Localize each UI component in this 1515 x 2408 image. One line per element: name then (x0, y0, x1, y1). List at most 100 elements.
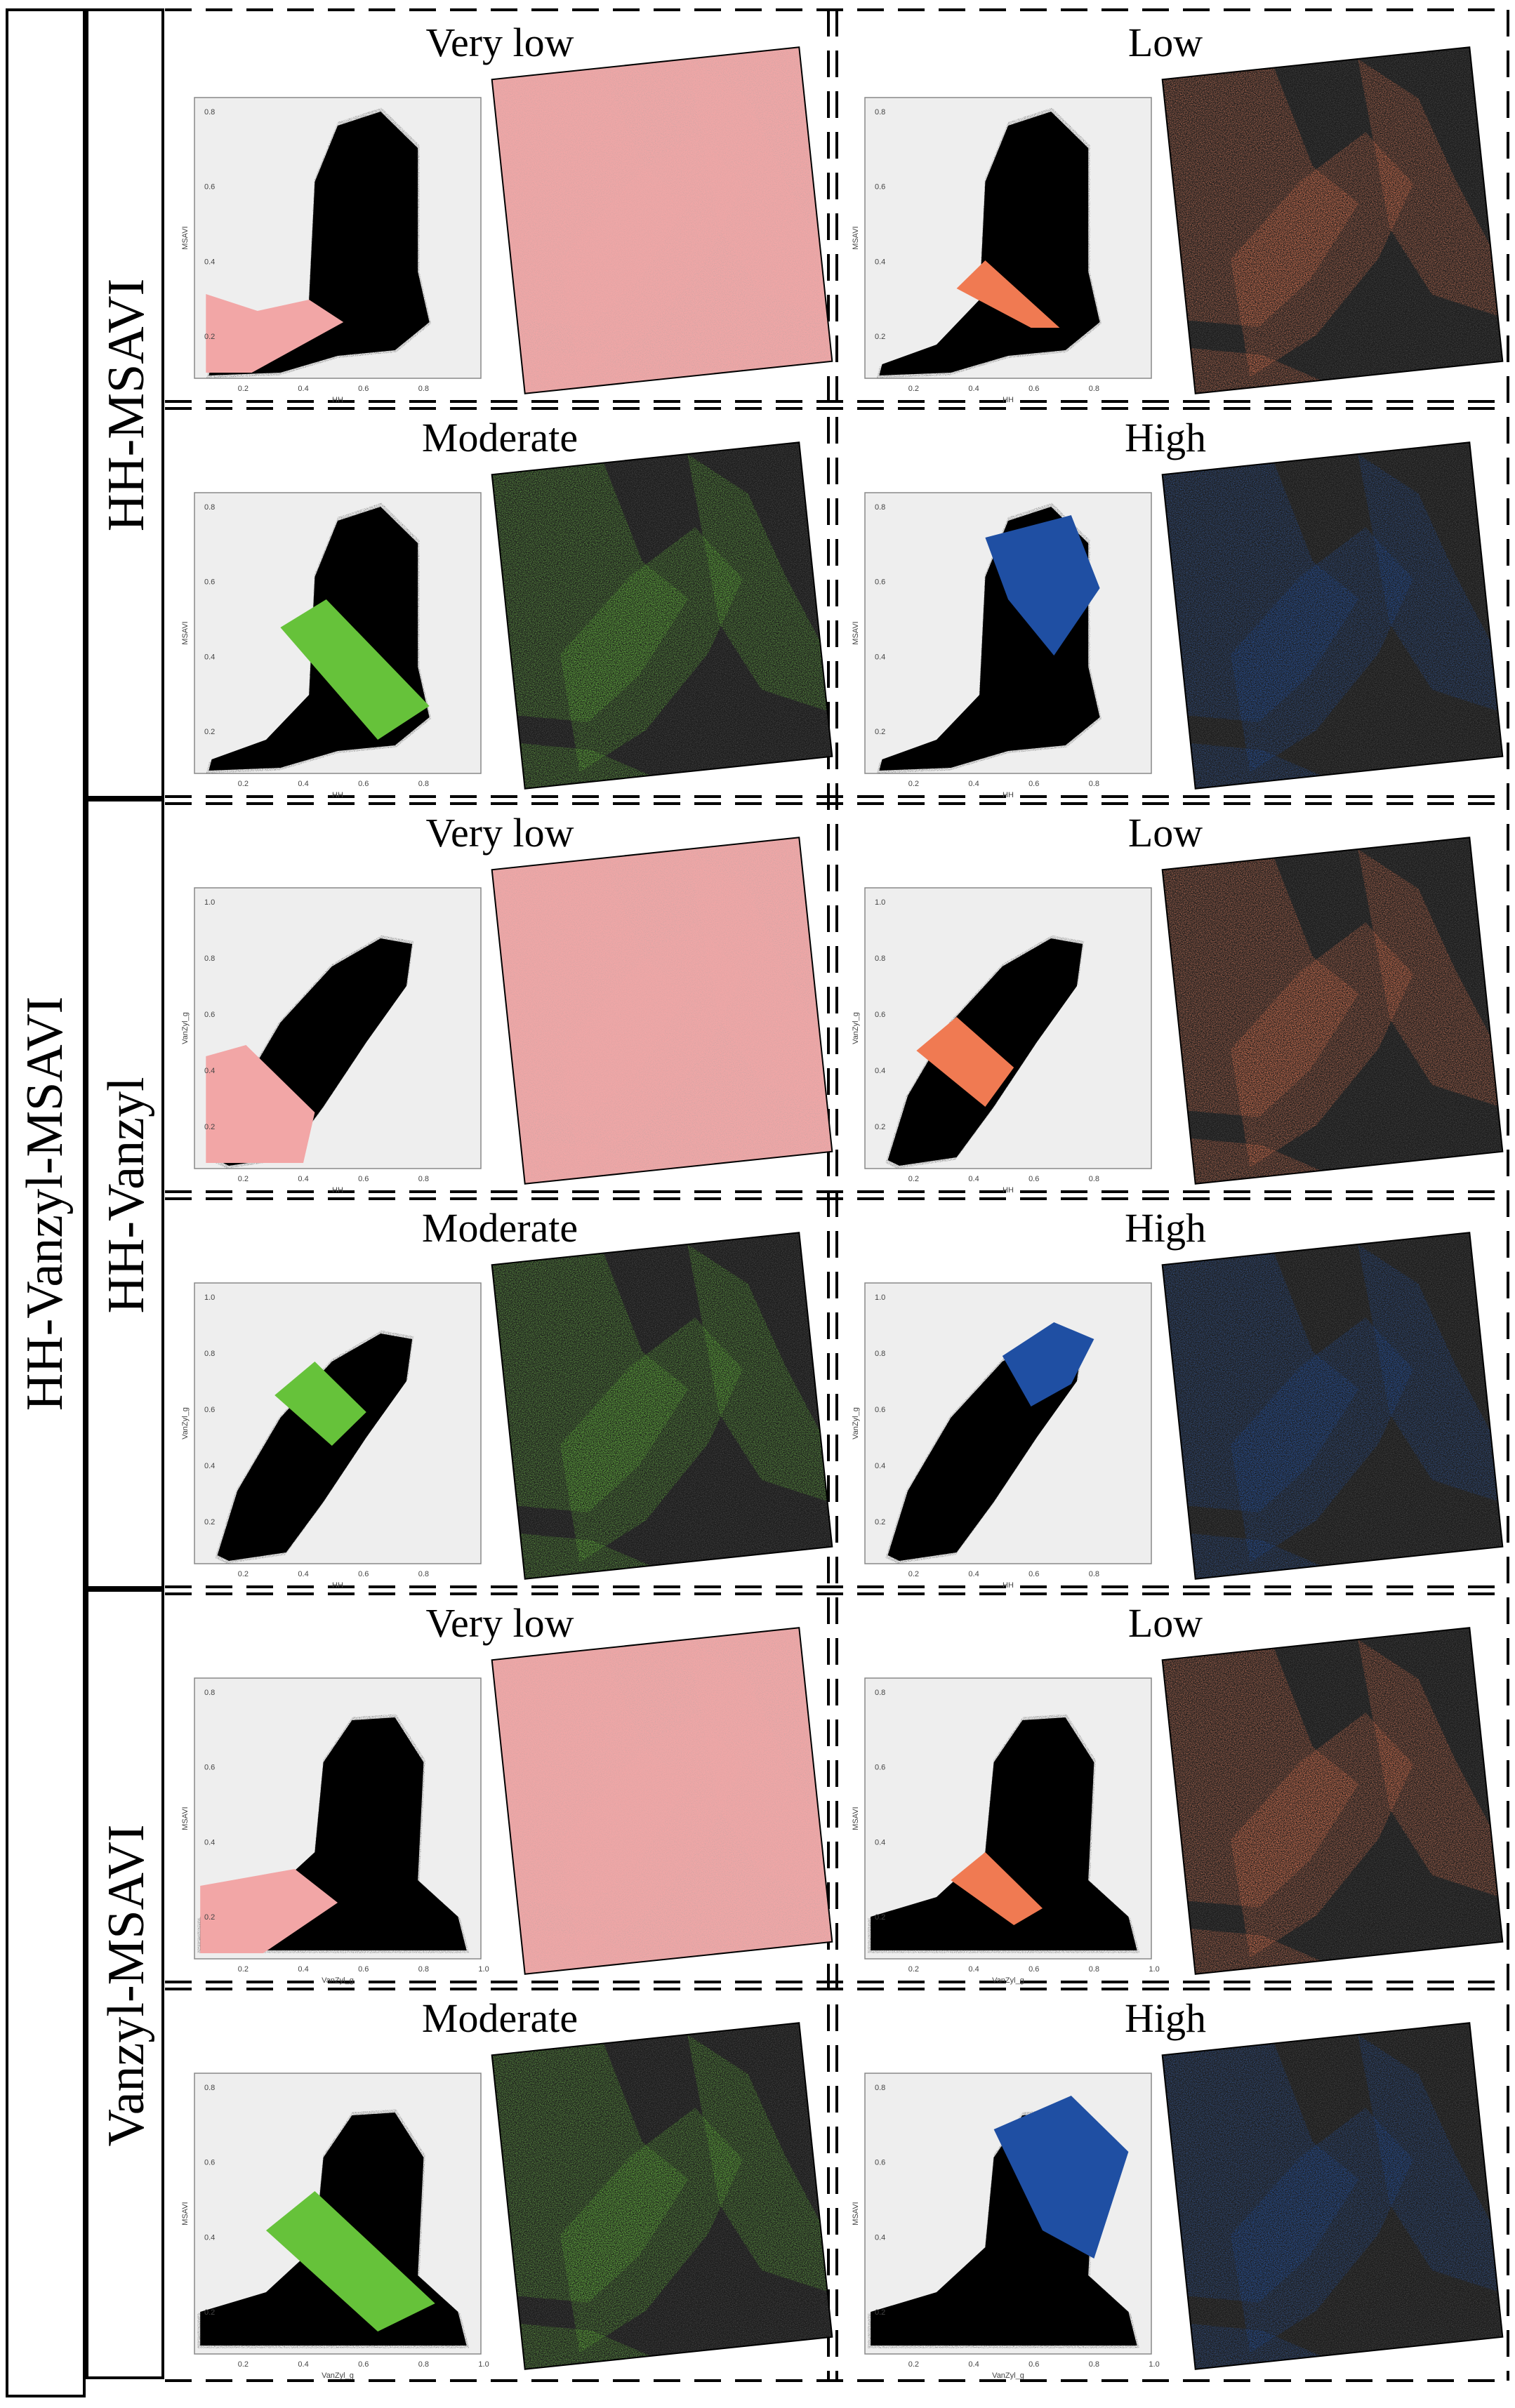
y-tick-label: 0.2 (875, 1518, 885, 1526)
class-overlay (520, 348, 651, 394)
y-tick-label: 0.2 (204, 1913, 215, 1922)
group-frame (86, 8, 164, 799)
panel-title: Very low (425, 1600, 574, 1646)
x-tick-label: 1.0 (478, 2360, 489, 2369)
map-border (491, 46, 833, 394)
scatter-plot: 0.2 0.4 0.6 0.8 1.0 0.2 0.4 0.6 0.8 VanZyl_g MSAVI (181, 2073, 489, 2380)
outer-label: HH-Vanzyl-MSAVI (16, 997, 74, 1411)
panel-title: Moderate (422, 415, 578, 460)
map-border (1161, 46, 1504, 394)
class-overlay (1231, 922, 1414, 1168)
y-tick-label: 1.0 (875, 1293, 885, 1302)
class-overlay (1231, 1712, 1414, 1958)
classification-map (1161, 1627, 1504, 1975)
y-tick-label: 0.4 (875, 1838, 885, 1847)
x-tick-label: 0.6 (1028, 385, 1039, 393)
panel-title: Moderate (422, 1205, 578, 1251)
y-axis-label: MSAVI (181, 226, 190, 249)
x-tick-label: 0.4 (298, 2360, 308, 2369)
scatter-plot: 0.2 0.4 0.6 0.8 1.0 0.2 0.4 0.6 0.8 VanZyl_g MSAVI (852, 1677, 1160, 1985)
map-border (1161, 1232, 1504, 1580)
x-tick-label: 0.2 (908, 1965, 919, 1974)
class-overlay (1190, 1138, 1321, 1184)
y-axis-label: VanZyl_g (181, 1012, 190, 1044)
class-overlay (520, 1138, 651, 1184)
y-axis-label: VanZyl_g (181, 1407, 190, 1439)
scatter-speckle (197, 1714, 470, 1953)
class-band (274, 1362, 366, 1446)
classification-map (491, 2022, 833, 2370)
x-tick-label: 1.0 (1149, 2360, 1159, 2369)
class-overlay (1231, 2108, 1414, 2353)
y-tick-label: 0.8 (875, 108, 885, 117)
x-tick-label: 0.8 (418, 1175, 429, 1183)
x-tick-label: 0.4 (968, 1570, 979, 1578)
class-band (206, 1045, 315, 1163)
class-overlay (1358, 1244, 1498, 1502)
class-overlay (520, 1534, 651, 1579)
classification-map (491, 46, 833, 394)
y-axis-label: MSAVI (852, 2202, 860, 2225)
y-axis-label: MSAVI (181, 621, 190, 644)
x-tick-label: 0.4 (298, 1175, 308, 1183)
class-band (951, 1852, 1043, 1925)
x-tick-label: 0.6 (1028, 780, 1039, 788)
y-tick-label: 0.8 (875, 1689, 885, 1697)
x-tick-label: 0.6 (358, 1965, 369, 1974)
panel-title: Low (1128, 810, 1203, 856)
group-frame (86, 799, 164, 1589)
x-axis-label: HH (332, 791, 343, 799)
x-tick-label: 0.8 (1089, 2360, 1099, 2369)
class-overlay (687, 849, 828, 1107)
classification-map (1161, 837, 1504, 1185)
panel-moderate: Moderate 0.2 0.4 0.6 0.8 1.0 0.2 0.4 0.6 0.8 VanZy… (181, 1995, 833, 2380)
x-tick-label: 0.6 (1028, 2360, 1039, 2369)
x-tick-label: 0.8 (1089, 385, 1099, 393)
y-tick-label: 0.8 (204, 1689, 215, 1697)
class-overlay (1358, 2034, 1498, 2292)
y-tick-label: 1.0 (204, 1293, 215, 1302)
class-overlay (560, 527, 743, 773)
y-tick-label: 0.6 (204, 578, 215, 587)
class-overlay (520, 743, 651, 789)
group-vanzyl-msavi: Vanzyl-MSAVI (86, 1589, 164, 2379)
y-tick-label: 0.2 (875, 2308, 885, 2317)
class-overlay (1190, 743, 1321, 789)
x-tick-label: 1.0 (1149, 1965, 1159, 1974)
panel-low: Low 0.2 0.4 0.6 0.8 0.2 0.4 0.6 0.8 HH MSAVI (852, 20, 1504, 404)
panel-very-low: Very low 0.2 0.4 0.6 0.8 1.0 0.2 0.4 0.6 0.8 VanZy… (181, 1600, 833, 1985)
class-overlay (1358, 58, 1498, 317)
x-axis-label: HH (1003, 396, 1014, 404)
x-tick-label: 0.6 (1028, 1570, 1039, 1578)
y-tick-label: 0.6 (204, 2159, 215, 2167)
x-tick-label: 0.2 (238, 1175, 249, 1183)
y-axis-label: VanZyl_g (852, 1012, 860, 1044)
x-axis-label: HH (332, 396, 343, 404)
scatter-plot: 0.2 0.4 0.6 0.8 0.2 0.4 0.6 0.8 1.0 HH VanZyl_g (852, 887, 1152, 1195)
y-tick-label: 0.6 (875, 2159, 885, 2167)
panel-title: High (1125, 1995, 1206, 2041)
panel-moderate: Moderate 0.2 0.4 0.6 0.8 0.2 0.4 0.6 0.8 HH MSAVI (181, 415, 833, 799)
y-tick-label: 0.4 (875, 653, 885, 661)
classification-map (491, 1232, 833, 1580)
y-axis-label: VanZyl_g (852, 1407, 860, 1439)
y-axis-label: MSAVI (852, 1807, 860, 1830)
scatter-speckle (215, 1330, 414, 1564)
y-tick-label: 0.6 (875, 183, 885, 192)
x-axis-label: VanZyl_g (322, 1976, 354, 1985)
x-tick-label: 0.8 (418, 1570, 429, 1578)
class-overlay (520, 1929, 651, 1974)
panel-title: Very low (425, 20, 574, 65)
x-tick-label: 0.4 (968, 780, 979, 788)
class-band (985, 515, 1100, 656)
x-tick-label: 0.4 (298, 1570, 308, 1578)
x-axis-label: HH (1003, 1581, 1014, 1590)
class-overlay (1190, 348, 1321, 394)
y-tick-label: 0.8 (204, 954, 215, 963)
class-band (1002, 1322, 1094, 1406)
x-tick-label: 0.8 (418, 1965, 429, 1974)
scatter-plot: 0.2 0.4 0.6 0.8 0.2 0.4 0.6 0.8 1.0 HH VanZyl_g (852, 1282, 1152, 1590)
y-tick-label: 0.4 (204, 1838, 215, 1847)
panel-title: Very low (425, 810, 574, 856)
